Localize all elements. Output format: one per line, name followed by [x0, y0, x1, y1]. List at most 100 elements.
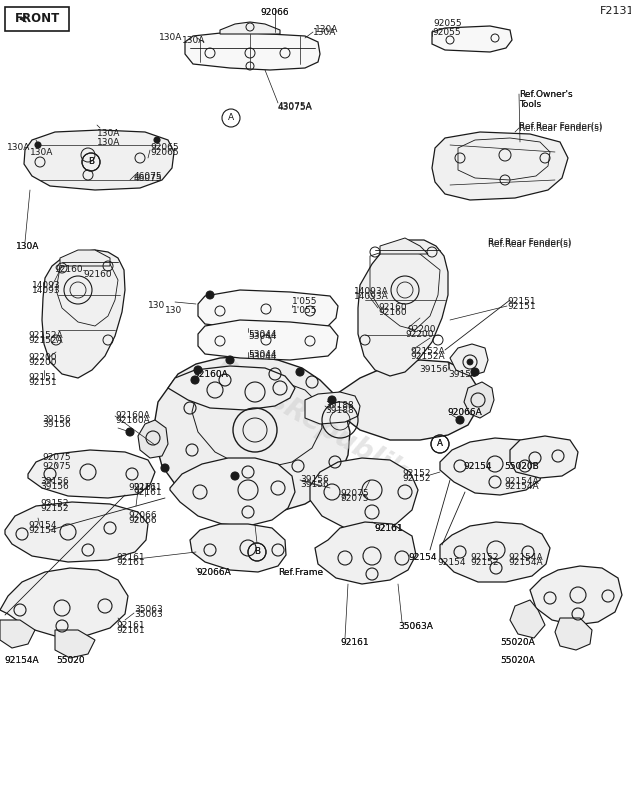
- Text: 92075: 92075: [42, 453, 71, 462]
- Text: 92154: 92154: [28, 522, 57, 530]
- Text: 92055: 92055: [433, 19, 462, 28]
- Polygon shape: [185, 32, 320, 70]
- Circle shape: [328, 396, 336, 404]
- Polygon shape: [432, 132, 568, 200]
- Text: 92066A: 92066A: [447, 408, 481, 417]
- Text: 92154: 92154: [463, 462, 492, 471]
- Polygon shape: [305, 392, 360, 424]
- Text: 92154A: 92154A: [508, 554, 543, 562]
- Text: 92055: 92055: [432, 28, 461, 37]
- Text: 92152A: 92152A: [410, 347, 445, 357]
- Text: 92152A: 92152A: [28, 336, 62, 345]
- Text: B: B: [88, 158, 94, 166]
- Text: 55020: 55020: [56, 656, 85, 665]
- Text: PartsRepublik: PartsRepublik: [209, 354, 411, 486]
- Text: 92154A: 92154A: [504, 482, 539, 491]
- Circle shape: [467, 359, 473, 365]
- Text: Ref.Frame: Ref.Frame: [278, 568, 323, 577]
- Text: 92160A: 92160A: [115, 411, 150, 421]
- Text: 92154A: 92154A: [504, 478, 539, 486]
- Polygon shape: [450, 344, 488, 376]
- Polygon shape: [380, 238, 428, 254]
- Text: 92160: 92160: [378, 308, 406, 317]
- Text: 92161: 92161: [116, 554, 144, 562]
- Polygon shape: [24, 130, 174, 190]
- Text: 130A: 130A: [313, 28, 336, 37]
- Polygon shape: [310, 458, 418, 530]
- Polygon shape: [510, 436, 578, 478]
- Text: 92154: 92154: [408, 554, 437, 562]
- Text: 92160: 92160: [83, 270, 112, 279]
- Text: 92154A: 92154A: [4, 656, 38, 665]
- Text: 92066A: 92066A: [196, 568, 231, 577]
- Circle shape: [456, 416, 464, 424]
- Text: 55020A: 55020A: [500, 638, 534, 647]
- Text: 39156: 39156: [40, 478, 69, 486]
- Text: 55020: 55020: [56, 656, 85, 665]
- Text: 92154: 92154: [463, 462, 492, 471]
- Text: 46075: 46075: [134, 174, 163, 183]
- Text: 92065: 92065: [150, 143, 179, 153]
- Text: 35063: 35063: [134, 610, 163, 619]
- Text: 92160A: 92160A: [193, 370, 228, 379]
- Polygon shape: [440, 438, 544, 495]
- Text: 92200: 92200: [405, 330, 433, 339]
- Text: 92075: 92075: [340, 490, 369, 498]
- Text: 39156: 39156: [42, 420, 71, 429]
- Text: 92066A: 92066A: [447, 408, 481, 417]
- Text: 92152A: 92152A: [28, 331, 62, 341]
- Text: 130A: 130A: [16, 242, 39, 251]
- Polygon shape: [168, 366, 295, 410]
- Text: 130A: 130A: [97, 138, 121, 147]
- Text: 35063A: 35063A: [398, 622, 433, 631]
- Text: 39156: 39156: [300, 480, 329, 489]
- Text: 92065: 92065: [150, 148, 179, 157]
- Polygon shape: [198, 320, 338, 360]
- Circle shape: [471, 368, 479, 376]
- Text: 92154: 92154: [437, 558, 466, 567]
- Text: 92161: 92161: [340, 638, 369, 647]
- Text: 130A: 130A: [30, 148, 54, 157]
- Text: A: A: [437, 439, 443, 449]
- Circle shape: [126, 428, 134, 436]
- Polygon shape: [464, 382, 494, 418]
- Text: 92200: 92200: [28, 354, 57, 362]
- Polygon shape: [5, 502, 148, 562]
- Text: 92075: 92075: [42, 462, 71, 471]
- Text: 1'055: 1'055: [292, 306, 317, 315]
- Polygon shape: [138, 420, 168, 458]
- Text: 92151: 92151: [28, 374, 57, 382]
- Text: 92154: 92154: [408, 554, 437, 562]
- Text: 92161: 92161: [116, 622, 144, 630]
- Text: 92161: 92161: [374, 524, 403, 533]
- Polygon shape: [315, 522, 416, 584]
- Polygon shape: [335, 360, 478, 440]
- Text: 130A: 130A: [158, 34, 182, 42]
- Text: 55020B: 55020B: [504, 462, 539, 471]
- Text: 39156: 39156: [40, 482, 69, 491]
- Text: 55020A: 55020A: [500, 656, 534, 665]
- Polygon shape: [510, 600, 545, 638]
- Text: 130A: 130A: [97, 129, 121, 138]
- Text: 1'055: 1'055: [292, 297, 317, 306]
- Text: 92154A: 92154A: [4, 656, 38, 665]
- Text: 39156: 39156: [448, 370, 477, 379]
- Polygon shape: [0, 620, 35, 648]
- Text: 92161: 92161: [133, 488, 162, 497]
- Polygon shape: [555, 618, 592, 650]
- Text: F2131: F2131: [600, 6, 631, 16]
- Text: 92160A: 92160A: [115, 416, 150, 425]
- Text: Ref.Rear Fender(s): Ref.Rear Fender(s): [519, 124, 603, 133]
- Text: 55020B: 55020B: [504, 462, 539, 471]
- Text: 92151: 92151: [507, 298, 536, 306]
- Text: 130A: 130A: [182, 36, 205, 45]
- Polygon shape: [55, 630, 95, 658]
- Polygon shape: [440, 522, 550, 582]
- Text: 92152: 92152: [470, 558, 498, 567]
- Text: 35063A: 35063A: [398, 622, 433, 631]
- Text: 92075: 92075: [340, 494, 369, 503]
- Text: 43075A: 43075A: [278, 103, 313, 112]
- Text: 92152: 92152: [402, 474, 430, 483]
- Text: 130A: 130A: [16, 242, 39, 251]
- Circle shape: [231, 472, 239, 480]
